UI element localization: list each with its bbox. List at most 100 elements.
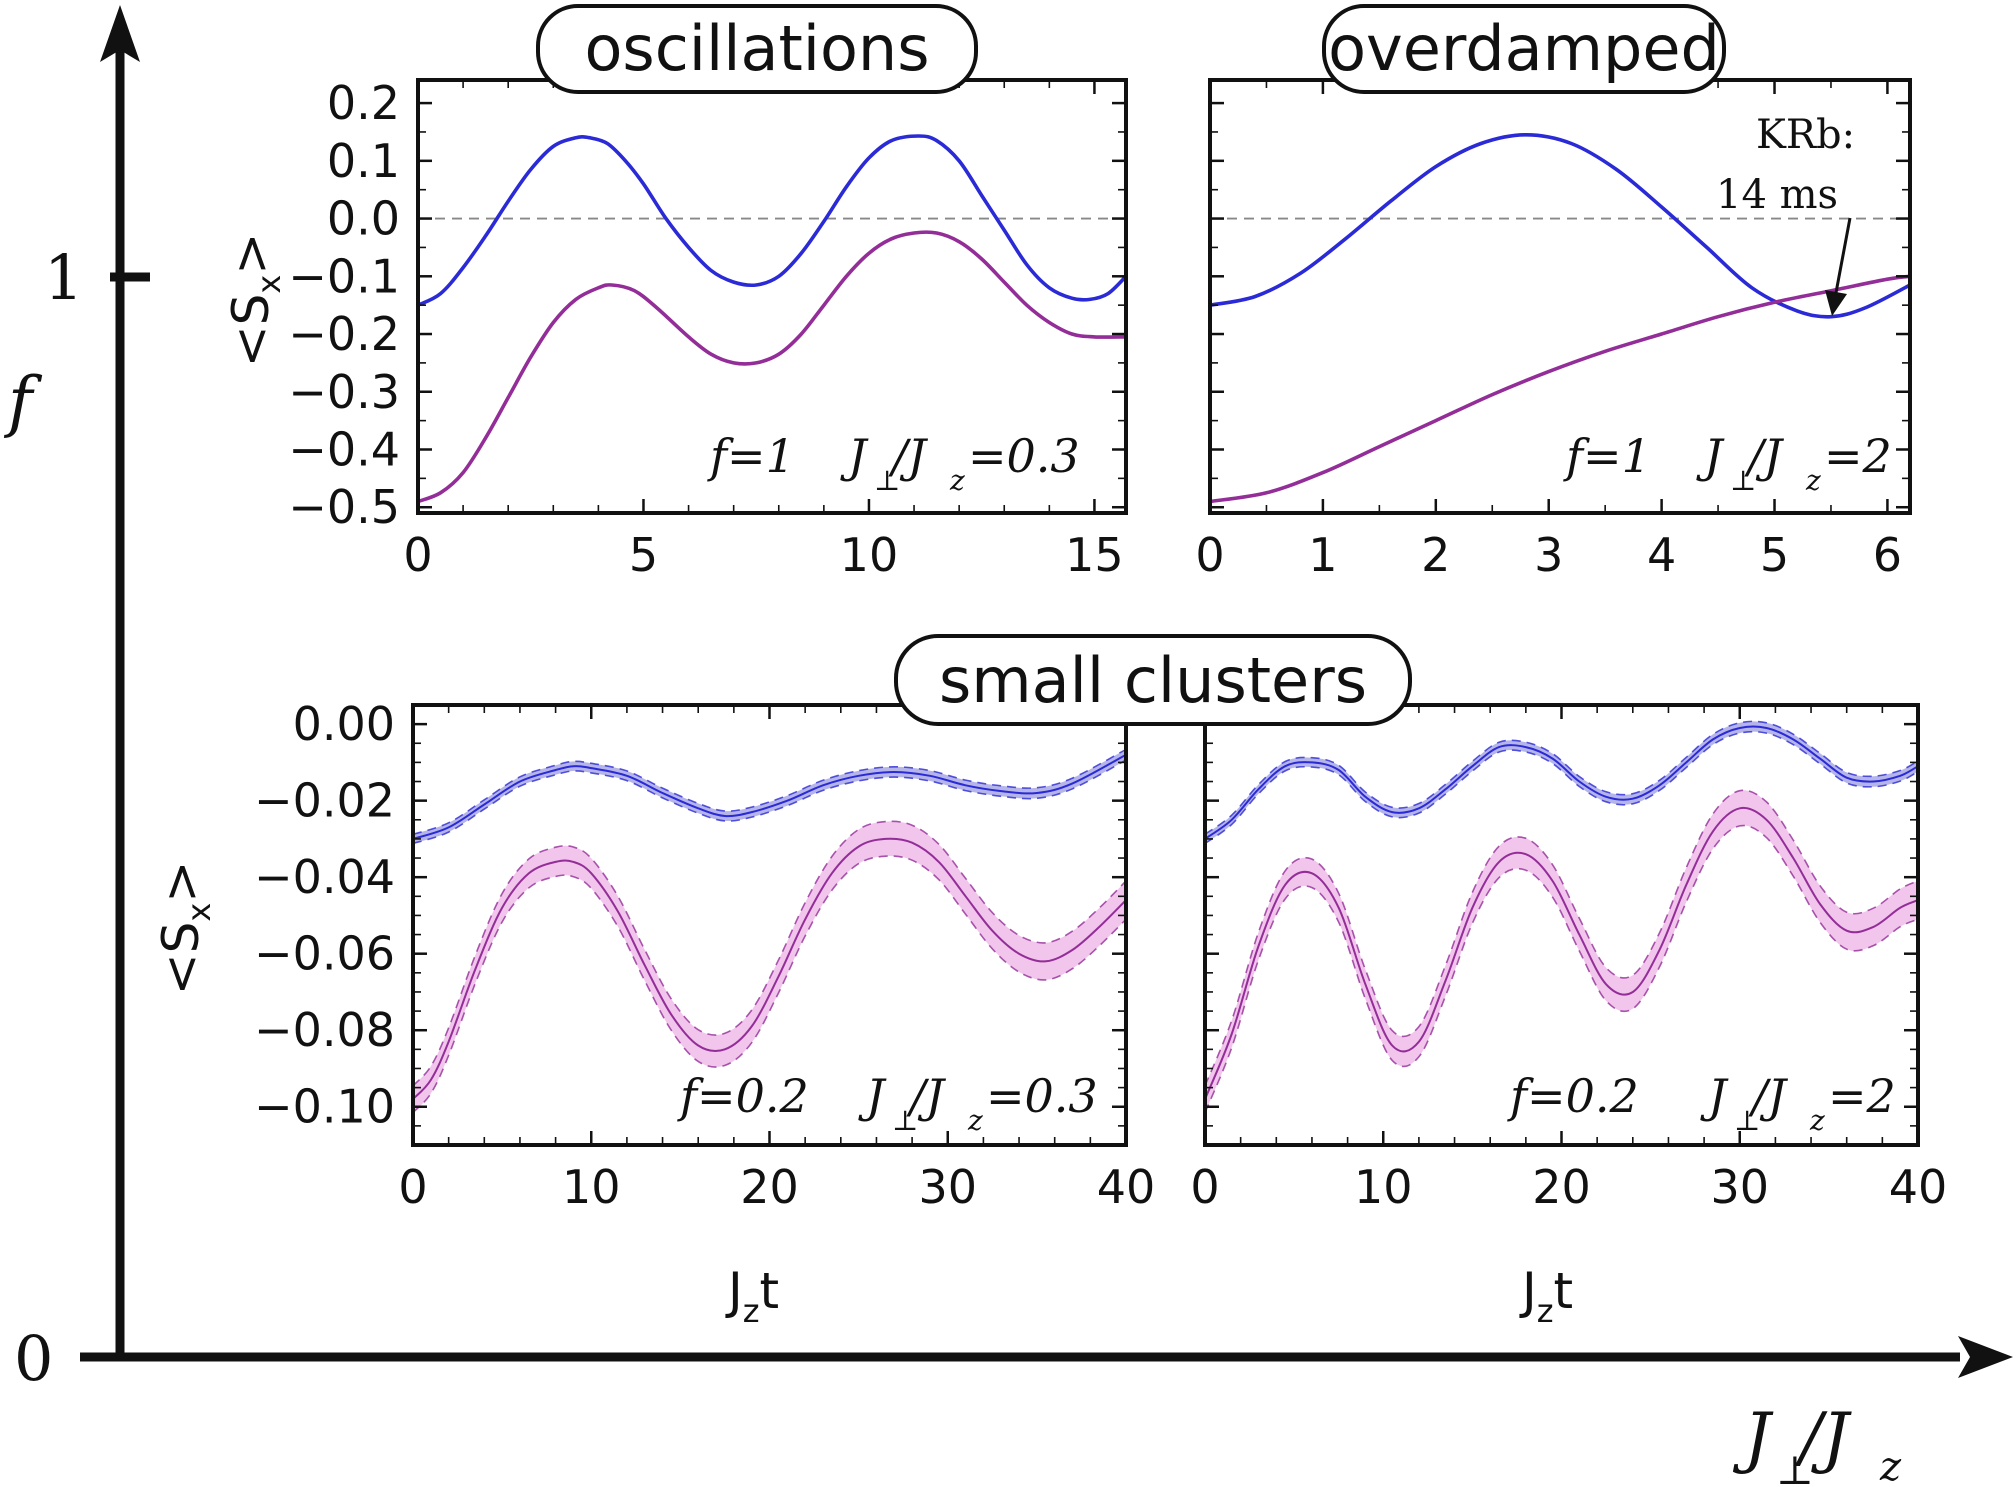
- p2-x-tick-label-4: 4: [1647, 528, 1676, 582]
- p1-x-tick-labels: 0 5 10 15: [403, 528, 1123, 582]
- panel-small-clusters-right: 0 10 20 30 40 f=0.2 J ⊥ /J z =2: [1190, 703, 1947, 1214]
- bottom-y-axis-label: <Sx>: [152, 861, 218, 995]
- p4-x-tick-label-1: 10: [1354, 1160, 1413, 1214]
- svg-text:=0.3: =0.3: [986, 1069, 1098, 1123]
- small-clusters-title-badge: small clusters: [894, 634, 1412, 726]
- svg-text:J: J: [858, 1069, 887, 1123]
- svg-text:/J: /J: [1794, 1399, 1852, 1476]
- p4-x-tick-label-3: 30: [1710, 1160, 1769, 1214]
- p2-ticks: [1208, 80, 1910, 513]
- p4-series-0-lower-bound: [1205, 730, 1918, 845]
- svg-text:/J: /J: [1744, 429, 1784, 483]
- svg-text:14 ms: 14 ms: [1716, 172, 1838, 218]
- p4-series-1-lower-bound: [1205, 824, 1918, 1113]
- svg-text:z: z: [949, 464, 965, 497]
- p3-x-tick-labels: 0 10 20 30 40: [398, 1160, 1155, 1214]
- p2-annotation: f=1 J ⊥ /J z =2: [1563, 429, 1892, 497]
- svg-text:z: z: [1805, 464, 1821, 497]
- svg-text:⊥: ⊥: [874, 464, 900, 497]
- p2-x-tick-label-1: 1: [1308, 528, 1337, 582]
- svg-text:J: J: [840, 429, 869, 483]
- p1-title-badge: oscillations: [536, 4, 978, 94]
- p1-ticks: [416, 80, 1126, 513]
- panel-overdamped: 0 1 2 3 4 5 6 f=1 J ⊥ /J z =2 KRb: 14 ms overd…: [1195, 4, 1912, 582]
- p1-title: oscillations: [584, 12, 929, 85]
- outer-x-label: J ⊥ /J z: [1732, 1399, 1902, 1487]
- svg-text:⊥: ⊥: [892, 1104, 918, 1137]
- p3-y-tick-label-2: −0.04: [254, 850, 395, 904]
- p1-y-tick-label-4: −0.2: [288, 307, 400, 361]
- svg-text:⊥: ⊥: [1730, 464, 1756, 497]
- p3-series-0-lower-bound: [413, 759, 1126, 845]
- p3-ticks: [411, 704, 1128, 1146]
- p2-x-tick-label-3: 3: [1534, 528, 1563, 582]
- p4-x-tick-labels: 0 10 20 30 40: [1190, 1160, 1947, 1214]
- p3-x-tick-label-1: 10: [562, 1160, 621, 1214]
- p4-series-1-line: [1205, 806, 1918, 1100]
- p2-series-1-line: [1210, 274, 1910, 504]
- svg-text:f=1: f=1: [1563, 429, 1651, 483]
- svg-text:Jzt: Jzt: [1519, 1262, 1573, 1330]
- panel-oscillations: 0 5 10 15 0.20.10.0−0.1−0.2−0.3−0.4−0.5 f=1…: [288, 4, 1128, 582]
- p3-x-axis-label: Jzt: [725, 1262, 779, 1330]
- p4-x-axis-label: Jzt: [1519, 1262, 1573, 1330]
- p4-ticks: [1203, 704, 1920, 1146]
- p1-y-tick-label-3: −0.1: [288, 249, 400, 303]
- p1-y-tick-label-6: −0.4: [288, 422, 400, 476]
- p1-y-tick-labels: 0.20.10.0−0.1−0.2−0.3−0.4−0.5: [288, 76, 400, 534]
- p3-series-0-upper-bound: [413, 748, 1126, 836]
- p3-x-tick-label-0: 0: [398, 1160, 427, 1214]
- p3-y-tick-label-5: −0.10: [254, 1080, 395, 1134]
- p4-series-0-upper-bound: [1205, 720, 1918, 835]
- p4-bands: [1205, 720, 1918, 1113]
- small-clusters-title: small clusters: [939, 644, 1367, 717]
- svg-text:f=0.2: f=0.2: [1507, 1069, 1639, 1123]
- p3-series: [413, 753, 1126, 1100]
- p4-x-tick-label-0: 0: [1190, 1160, 1219, 1214]
- p2-krb-annotation: KRb: 14 ms: [1716, 112, 1855, 316]
- p1-x-tick-label-2: 10: [840, 528, 899, 582]
- p2-title-badge: overdamped: [1322, 4, 1726, 94]
- p3-series-0-band: [413, 749, 1126, 844]
- svg-text:f=1: f=1: [707, 429, 795, 483]
- p2-x-tick-label-2: 2: [1421, 528, 1450, 582]
- p1-y-tick-label-1: 0.1: [327, 134, 400, 188]
- p1-annotation: f=1 J ⊥ /J z =0.3: [707, 429, 1080, 497]
- p1-series-1-line: [418, 230, 1126, 504]
- p2-x-tick-label-5: 5: [1760, 528, 1789, 582]
- p3-y-tick-label-1: −0.02: [254, 774, 395, 828]
- svg-text:J: J: [1732, 1399, 1774, 1476]
- p2-series-0-line: [1210, 133, 1910, 319]
- p3-annotation: f=0.2 J ⊥ /J z =0.3: [677, 1069, 1098, 1137]
- p3-x-tick-label-4: 40: [1097, 1160, 1156, 1214]
- p1-series: [418, 134, 1126, 504]
- p1-y-tick-label-2: 0.0: [327, 192, 400, 246]
- svg-text:z: z: [967, 1104, 983, 1137]
- svg-text:=2: =2: [1824, 429, 1892, 483]
- svg-text:KRb:: KRb:: [1756, 112, 1855, 158]
- p4-series-0-band: [1205, 721, 1918, 844]
- p4-series-0-line: [1205, 725, 1918, 840]
- p4-x-tick-label-4: 40: [1889, 1160, 1948, 1214]
- p3-series-0-line: [413, 753, 1126, 840]
- svg-text:/J: /J: [906, 1069, 946, 1123]
- svg-text:⊥: ⊥: [1734, 1104, 1760, 1137]
- krb-arrowhead: [1825, 290, 1847, 316]
- outer-y-label: f: [3, 363, 43, 440]
- p3-y-tick-label-0: 0.00: [293, 697, 395, 751]
- p4-x-tick-label-2: 20: [1532, 1160, 1591, 1214]
- krb-arrow-shaft: [1833, 217, 1852, 299]
- p3-y-tick-labels: 0.00 −0.02 −0.04 −0.06 −0.08 −0.10: [254, 697, 395, 1134]
- outer-x-arrowhead: [1958, 1336, 2013, 1378]
- p2-x-tick-label-6: 6: [1873, 528, 1902, 582]
- p3-series-1-lower-bound: [413, 855, 1126, 1114]
- panel-small-clusters-left: 0 10 20 30 40 0.00−0.02−0.04−0.06−0.08−0.10 …: [254, 697, 1155, 1214]
- svg-text:/J: /J: [888, 429, 928, 483]
- p3-y-tick-label-3: −0.06: [254, 927, 395, 981]
- p3-series-1-line: [413, 837, 1126, 1100]
- svg-text:J: J: [1700, 1069, 1729, 1123]
- p4-annotation: f=0.2 J ⊥ /J z =2: [1507, 1069, 1896, 1137]
- svg-text:<Sx>: <Sx>: [222, 233, 288, 367]
- p3-series-1-upper-bound: [413, 820, 1126, 1087]
- p4-series-1-upper-bound: [1205, 789, 1918, 1087]
